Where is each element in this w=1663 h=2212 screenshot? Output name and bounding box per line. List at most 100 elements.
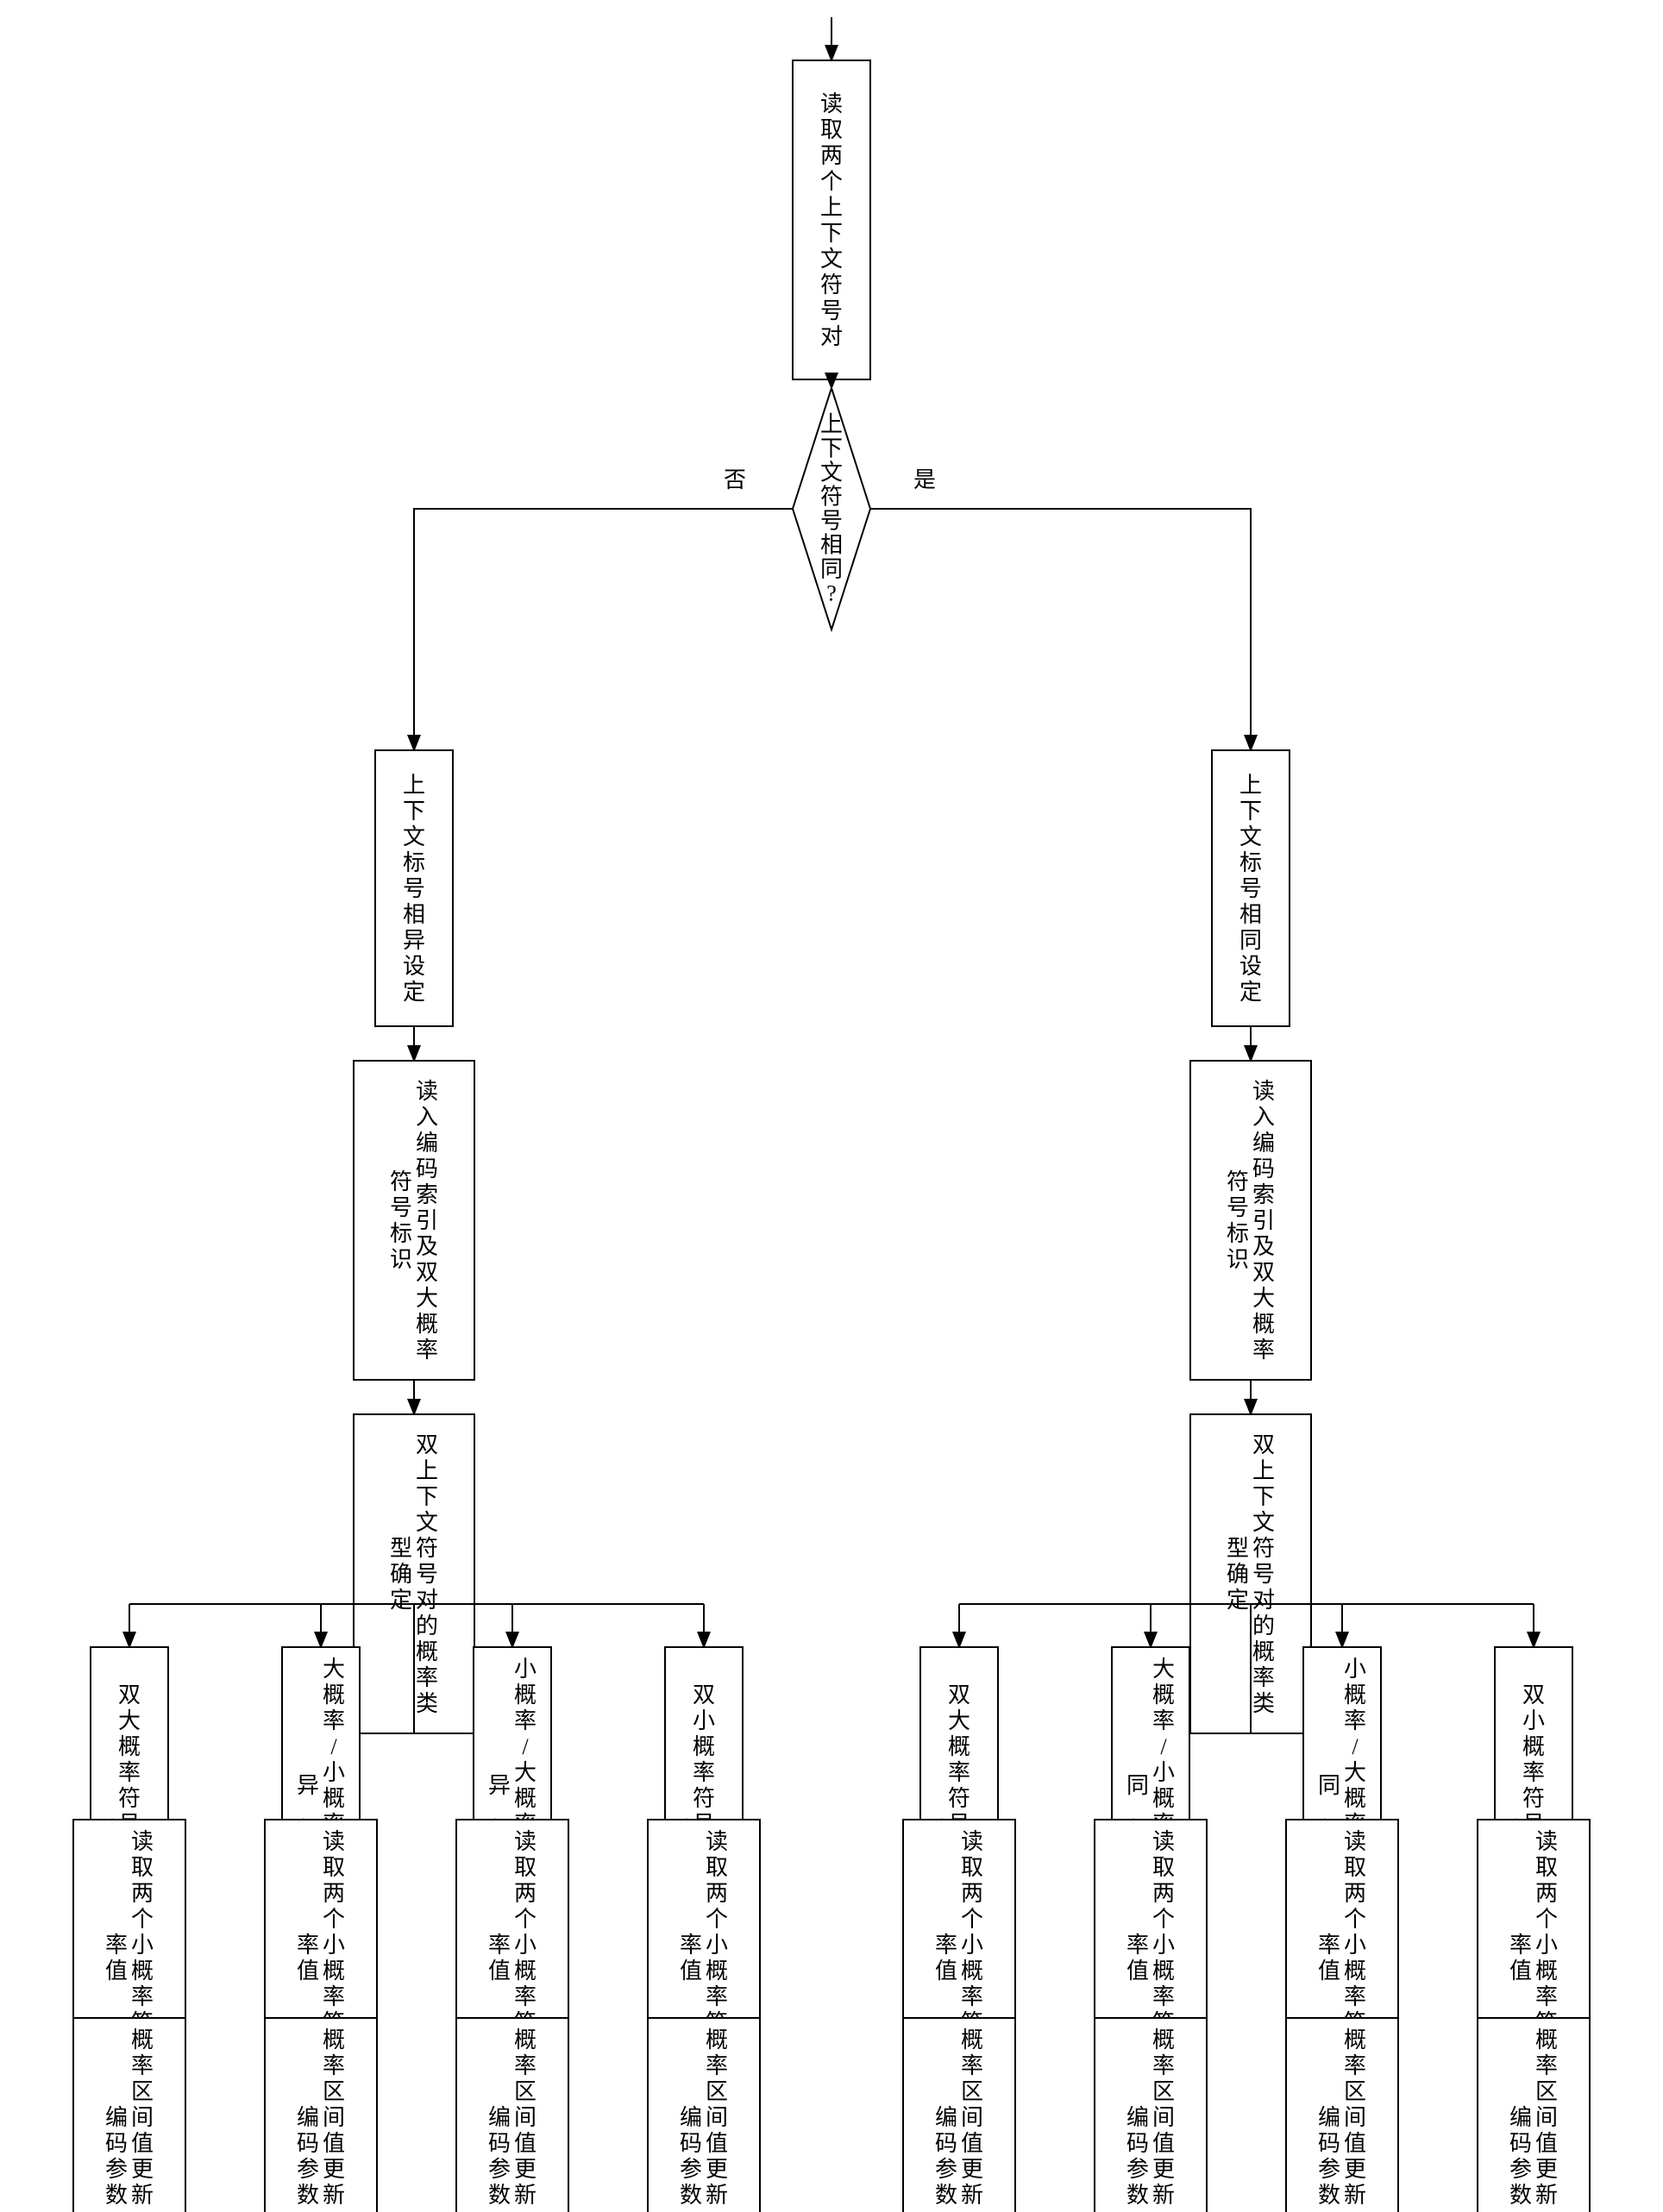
svg-text:符: 符: [416, 1536, 438, 1561]
svg-text:小: 小: [514, 1657, 537, 1682]
svg-text:码: 码: [1318, 2131, 1340, 2156]
svg-text:概: 概: [948, 1734, 970, 1759]
svg-text:概: 概: [706, 1958, 728, 1983]
svg-text:率: 率: [1252, 1665, 1275, 1690]
svg-text:新: 新: [1535, 2183, 1558, 2208]
svg-text:间: 间: [706, 2105, 728, 2130]
svg-text:值: 值: [1535, 2131, 1558, 2156]
svg-text:概: 概: [1522, 1734, 1545, 1759]
svg-text:概: 概: [1252, 1312, 1275, 1337]
svg-text:编: 编: [1126, 2105, 1149, 2130]
svg-text:编: 编: [935, 2105, 957, 2130]
svg-text:号: 号: [390, 1195, 412, 1220]
svg-text:标: 标: [1239, 850, 1262, 875]
svg-text:定: 定: [1227, 1588, 1249, 1613]
svg-text:值: 值: [488, 1958, 511, 1983]
svg-text:率: 率: [1522, 1760, 1545, 1785]
svg-text:概: 概: [514, 2027, 537, 2052]
svg-text:率: 率: [514, 1708, 537, 1733]
svg-text:率: 率: [514, 1984, 537, 2009]
svg-text:小: 小: [1535, 1933, 1558, 1958]
svg-text:新: 新: [1152, 2183, 1175, 2208]
svg-text:定: 定: [1239, 980, 1262, 1005]
svg-text:符: 符: [820, 273, 843, 298]
svg-text:读: 读: [131, 1829, 154, 1854]
svg-text:概: 概: [416, 1312, 438, 1337]
svg-text:取: 取: [1152, 1855, 1175, 1880]
svg-text:码: 码: [1252, 1156, 1275, 1181]
svg-text:新: 新: [323, 2183, 345, 2208]
svg-text:入: 入: [1252, 1105, 1275, 1130]
svg-text:同: 同: [1239, 928, 1262, 953]
svg-text:读: 读: [1535, 1829, 1558, 1854]
svg-text:同: 同: [820, 556, 843, 581]
svg-text:率: 率: [323, 1984, 345, 2009]
svg-text:值: 值: [961, 2131, 983, 2156]
svg-text:参: 参: [935, 2157, 957, 2182]
svg-text:双: 双: [1522, 1682, 1545, 1708]
svg-text:新: 新: [514, 2183, 537, 2208]
svg-text:上: 上: [1239, 773, 1262, 798]
svg-text:双: 双: [416, 1260, 438, 1285]
svg-text:概: 概: [323, 1682, 345, 1708]
svg-text:率: 率: [297, 1933, 319, 1958]
svg-text:号: 号: [1239, 876, 1262, 901]
svg-text:参: 参: [1318, 2157, 1340, 2182]
svg-text:大: 大: [1252, 1286, 1275, 1311]
svg-text:文: 文: [820, 460, 843, 485]
svg-text:取: 取: [706, 1855, 728, 1880]
svg-text:率: 率: [1318, 1933, 1340, 1958]
svg-text:概: 概: [1344, 1786, 1366, 1811]
svg-text:两: 两: [131, 1881, 154, 1906]
svg-text:编: 编: [488, 2105, 511, 2130]
svg-text:对: 对: [820, 324, 843, 349]
svg-text:小: 小: [323, 1760, 345, 1785]
svg-text:间: 间: [961, 2105, 983, 2130]
svg-text:读: 读: [820, 91, 843, 116]
svg-text:读: 读: [961, 1829, 983, 1854]
svg-text:概: 概: [961, 2027, 983, 2052]
svg-text:两: 两: [1344, 1881, 1366, 1906]
svg-text:率: 率: [105, 1933, 128, 1958]
svg-text:码: 码: [105, 2131, 128, 2156]
svg-text:概: 概: [1152, 1786, 1175, 1811]
svg-text:相: 相: [820, 532, 843, 557]
svg-text:?: ?: [826, 580, 837, 605]
svg-text:率: 率: [693, 1760, 715, 1785]
svg-text:取: 取: [1344, 1855, 1366, 1880]
svg-text:概: 概: [1344, 2027, 1366, 2052]
svg-text:码: 码: [1509, 2131, 1532, 2156]
svg-text:率: 率: [1509, 1933, 1532, 1958]
svg-text:更: 更: [706, 2157, 728, 2182]
svg-text:概: 概: [131, 1958, 154, 1983]
svg-text:型: 型: [390, 1536, 412, 1561]
svg-text:读: 读: [1344, 1829, 1366, 1854]
svg-text:值: 值: [297, 1958, 319, 1983]
svg-text:率: 率: [961, 2053, 983, 2078]
svg-text:率: 率: [1152, 2053, 1175, 2078]
leaf-r3-7: [1478, 2018, 1590, 2212]
svg-text:概: 概: [514, 1786, 537, 1811]
svg-text:数: 数: [297, 2183, 319, 2208]
svg-text:编: 编: [680, 2105, 702, 2130]
svg-text:符: 符: [1227, 1169, 1249, 1194]
svg-text:相: 相: [1239, 902, 1262, 927]
svg-text:值: 值: [323, 2131, 345, 2156]
svg-text:文: 文: [416, 1510, 438, 1535]
svg-text:两: 两: [961, 1881, 983, 1906]
flowchart: 读取两个上下文符号对上下文符号相同?是否上下文标号相异设定读入编码索引及双大概率…: [0, 0, 1663, 2212]
svg-text:率: 率: [323, 2053, 345, 2078]
svg-text:率: 率: [488, 1933, 511, 1958]
svg-text:取: 取: [961, 1855, 983, 1880]
svg-text:概: 概: [1152, 1682, 1175, 1708]
svg-text:更: 更: [514, 2157, 537, 2182]
svg-text:识: 识: [390, 1247, 412, 1272]
svg-text:率: 率: [706, 1984, 728, 2009]
svg-text:号: 号: [1227, 1195, 1249, 1220]
svg-text:率: 率: [131, 1984, 154, 2009]
svg-text:号: 号: [820, 298, 843, 323]
svg-text:概: 概: [323, 2027, 345, 2052]
svg-text:型: 型: [1227, 1536, 1249, 1561]
svg-text:个: 个: [961, 1907, 983, 1932]
svg-text:间: 间: [131, 2105, 154, 2130]
